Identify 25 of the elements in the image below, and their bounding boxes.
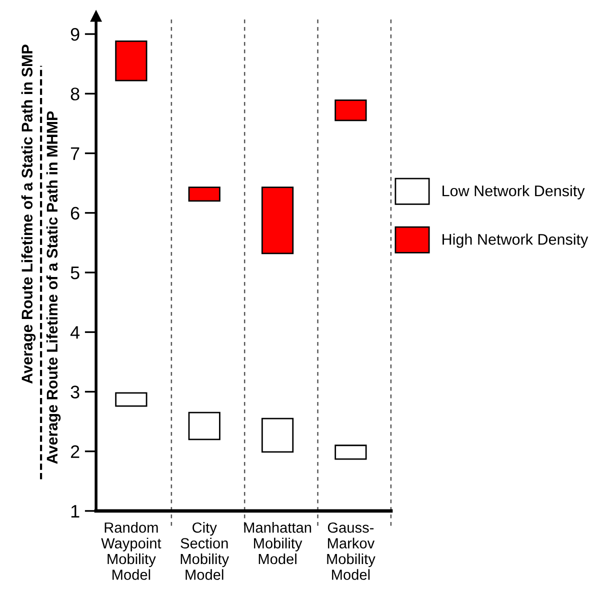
y-tick-label: 4 — [70, 326, 80, 339]
y-tick-label: 6 — [70, 206, 80, 220]
y-tick-label: 3 — [70, 386, 80, 398]
y-tick-label: 2 — [70, 445, 80, 458]
bar — [115, 40, 148, 82]
legend-label: High Network Density — [442, 234, 588, 248]
text: Average Route Lifetime of a Static Path in MHMP — [46, 111, 61, 464]
bar — [188, 412, 220, 440]
y-tick-label: 5 — [70, 266, 80, 280]
x-tick-label: Random Waypoint Mobility Model — [101, 522, 162, 580]
y-tick-label: 1 — [71, 505, 80, 518]
x-tick-label: City Section Mobility Model — [180, 522, 230, 580]
bar — [261, 418, 294, 453]
bar — [334, 100, 367, 122]
x-tick-label: Gauss-Markov Mobility Model — [327, 522, 376, 580]
bar — [261, 186, 294, 254]
bar — [115, 392, 148, 407]
bar — [188, 186, 220, 202]
y-tick-label: 9 — [70, 28, 80, 41]
legend-label: Low Network Density — [442, 185, 585, 200]
y-tick-label: 7 — [70, 147, 80, 160]
x-tick-label: Manhattan Mobility Model — [244, 522, 312, 564]
bar — [334, 444, 367, 460]
y-axis-title: Average Route Lifetime of a Static Path in SMP — [21, 44, 36, 384]
y-tick-label: 8 — [70, 88, 80, 100]
